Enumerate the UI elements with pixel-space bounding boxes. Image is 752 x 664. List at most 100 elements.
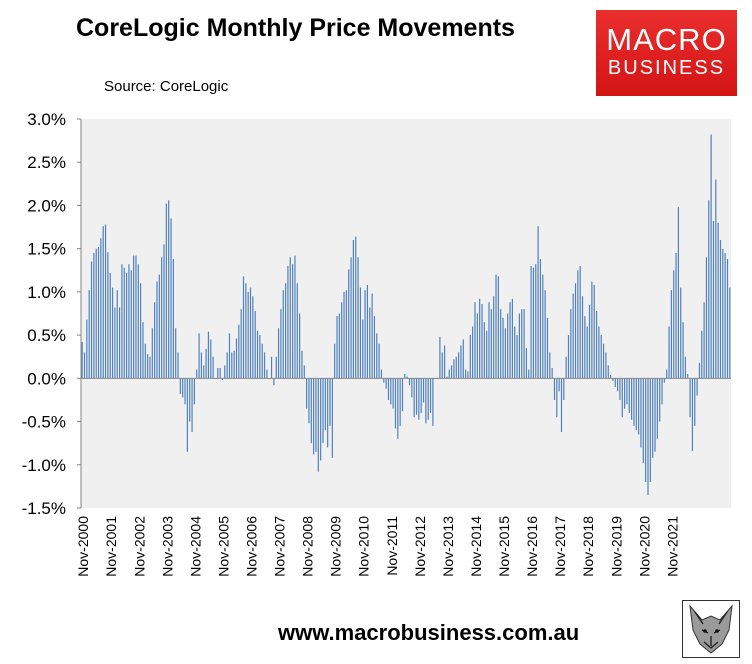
logo-line-1: MACRO: [606, 22, 727, 57]
bar: [109, 272, 111, 379]
bar: [495, 274, 497, 379]
bar: [104, 224, 107, 379]
bar: [287, 265, 289, 379]
bar: [724, 252, 726, 379]
bar: [256, 330, 259, 379]
bar: [717, 222, 719, 379]
bar: [455, 356, 457, 379]
bar: [198, 333, 200, 379]
x-tick-label: Nov-2020: [636, 516, 652, 577]
bar: [511, 298, 513, 379]
bar: [535, 264, 537, 379]
bar: [392, 378, 394, 409]
bar: [649, 378, 651, 483]
bar: [446, 376, 448, 379]
bar: [284, 283, 287, 379]
plot-area: [81, 119, 731, 508]
bar: [303, 365, 305, 379]
bar: [203, 365, 205, 379]
bar: [397, 378, 399, 439]
bar: [514, 326, 516, 379]
bar: [385, 378, 387, 389]
bar: [343, 291, 345, 379]
y-axis: 3.0% 2.5% 2.0% 1.5% 1.0% 0.5% 0.0% -0.5% -1.0% -1…: [22, 110, 82, 518]
bar: [677, 207, 679, 379]
bar: [504, 328, 506, 379]
bar: [458, 352, 460, 379]
bar: [154, 302, 156, 379]
bar: [254, 310, 256, 379]
bar: [406, 376, 408, 379]
bar: [161, 257, 163, 379]
bar: [490, 309, 492, 379]
bar: [102, 226, 104, 379]
bar: [502, 317, 504, 379]
bar: [621, 378, 623, 418]
bar: [518, 313, 520, 379]
bar: [726, 259, 729, 379]
bar: [404, 374, 406, 379]
wolf-logo-icon: [682, 600, 740, 658]
bar: [413, 378, 415, 418]
bar: [345, 290, 347, 379]
bar: [427, 378, 429, 420]
bar: [205, 348, 207, 379]
bar: [196, 369, 198, 379]
bar: [282, 290, 284, 379]
bar: [88, 290, 90, 379]
bar: [715, 179, 717, 379]
bar: [441, 352, 443, 379]
x-tick-label: Nov-2001: [103, 516, 119, 577]
bar: [277, 328, 280, 379]
bar: [626, 378, 628, 405]
bar: [675, 252, 677, 379]
bar: [156, 281, 158, 379]
bar: [586, 326, 588, 379]
bar: [235, 338, 238, 379]
bar: [563, 378, 565, 400]
bar: [233, 350, 235, 379]
bar: [652, 378, 654, 458]
bar: [320, 378, 322, 461]
bar: [83, 352, 86, 379]
bar: [673, 270, 675, 379]
bar: [179, 378, 181, 394]
bar: [516, 335, 518, 379]
bar: [572, 293, 574, 379]
bar: [694, 378, 696, 426]
bar: [399, 378, 401, 426]
bar: [656, 378, 658, 439]
bar: [189, 378, 191, 422]
bar: [719, 240, 722, 379]
bar: [359, 287, 362, 379]
bar: [551, 367, 553, 379]
bar: [614, 378, 616, 387]
bar: [193, 378, 195, 405]
y-tick-label: 3.0%: [27, 110, 66, 129]
bar: [696, 378, 698, 396]
bar: [310, 378, 312, 444]
bar: [591, 281, 593, 379]
bar: [317, 378, 319, 472]
bar: [118, 307, 121, 379]
bar: [212, 356, 214, 379]
bar: [635, 378, 637, 431]
bar: [107, 252, 109, 379]
x-tick-label: Nov-2005: [215, 516, 231, 577]
bar: [373, 316, 376, 379]
macro-business-logo: MACRO BUSINESS: [596, 10, 737, 96]
bar: [306, 378, 308, 409]
bar: [93, 252, 95, 379]
x-tick-label: Nov-2010: [356, 516, 372, 577]
bar: [121, 264, 123, 379]
bar: [336, 316, 338, 379]
bar: [642, 378, 644, 464]
bar: [228, 333, 231, 379]
bar: [609, 374, 612, 379]
bar: [558, 378, 560, 392]
bar: [607, 365, 609, 379]
bar: [151, 328, 153, 379]
bar: [387, 378, 390, 400]
x-tick-label: Nov-2014: [468, 516, 484, 577]
